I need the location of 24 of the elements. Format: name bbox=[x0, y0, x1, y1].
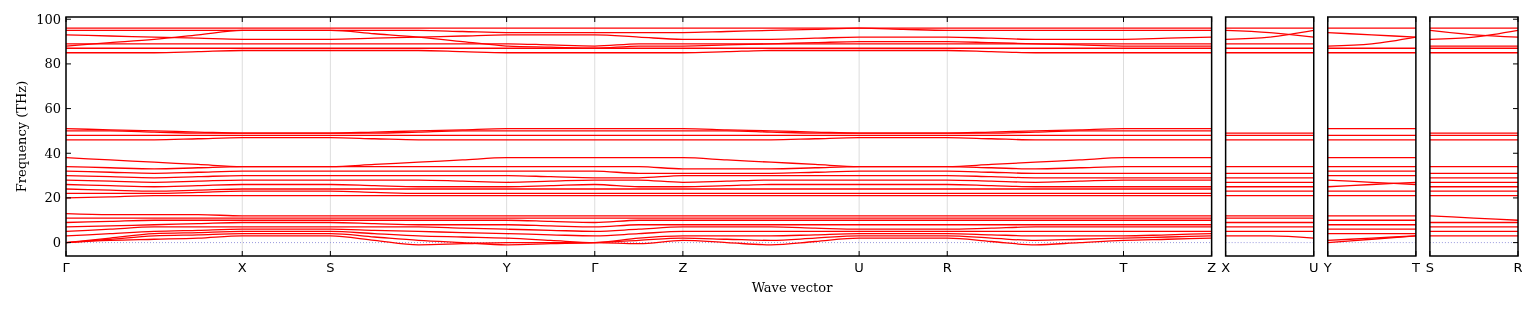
x-tick-label: Z bbox=[678, 260, 688, 275]
x-tick-label: X bbox=[237, 260, 247, 275]
x-tick-label: Y bbox=[501, 260, 511, 275]
x-tick-label: Γ bbox=[62, 260, 71, 275]
x-tick-label: T bbox=[1410, 260, 1420, 275]
x-tick-label: S bbox=[1425, 260, 1435, 275]
x-tick-label: Γ bbox=[591, 260, 600, 275]
y-tick-label: 20 bbox=[44, 190, 61, 206]
x-tick-label: T bbox=[1118, 260, 1128, 275]
x-tick-label: U bbox=[1308, 260, 1319, 275]
y-tick-label: 60 bbox=[44, 101, 61, 117]
x-tick-label: S bbox=[326, 260, 335, 275]
y-tick-label: 80 bbox=[44, 56, 61, 72]
x-tick-label: R bbox=[942, 260, 952, 275]
y-axis-title: Frequency (THz) bbox=[14, 80, 29, 193]
y-tick-label: 100 bbox=[36, 11, 61, 27]
x-tick-label: R bbox=[1513, 260, 1523, 275]
x-tick-label: Y bbox=[1322, 260, 1332, 275]
x-tick-label: X bbox=[1221, 260, 1231, 275]
x-axis-title: Wave vector bbox=[751, 280, 834, 295]
x-tick-label: U bbox=[854, 260, 864, 275]
y-tick-label: 40 bbox=[44, 145, 61, 161]
y-tick-label: 0 bbox=[52, 235, 61, 251]
x-tick-label: Z bbox=[1207, 260, 1217, 275]
